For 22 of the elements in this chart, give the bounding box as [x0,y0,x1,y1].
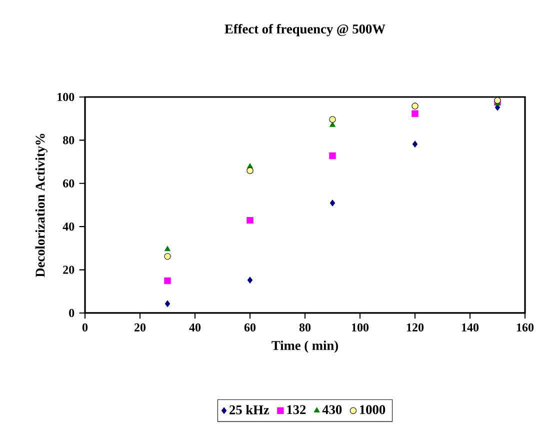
y-tick-label: 0 [69,308,74,318]
x-tick-label: 40 [189,323,201,332]
x-tick-label: 120 [406,323,424,332]
legend-label: 132 [287,405,306,414]
y-tick-label: 60 [63,179,74,188]
x-tick-label: 0 [82,323,88,332]
y-tick-label: 100 [58,92,74,102]
y-tick-label: 20 [63,266,74,274]
y-tick-label: 40 [62,222,74,231]
legend-label: 25 kHz [230,404,270,414]
y-axis-title: Decolorization Activity% [35,134,48,278]
x-tick-label: 100 [352,323,369,332]
x-tick-label: 160 [516,323,534,332]
chart-title: Effect of frequency @ 500W [224,24,386,36]
x-tick-label: 140 [462,323,479,332]
x-axis-title: Time ( min) [272,340,338,353]
x-tick-label: 60 [244,323,256,332]
x-tick-label: 20 [134,323,146,332]
legend-label: 1000 [360,405,386,414]
x-tick-label: 80 [299,323,311,332]
legend-label: 430 [322,405,342,414]
y-tick-label: 80 [63,136,74,144]
